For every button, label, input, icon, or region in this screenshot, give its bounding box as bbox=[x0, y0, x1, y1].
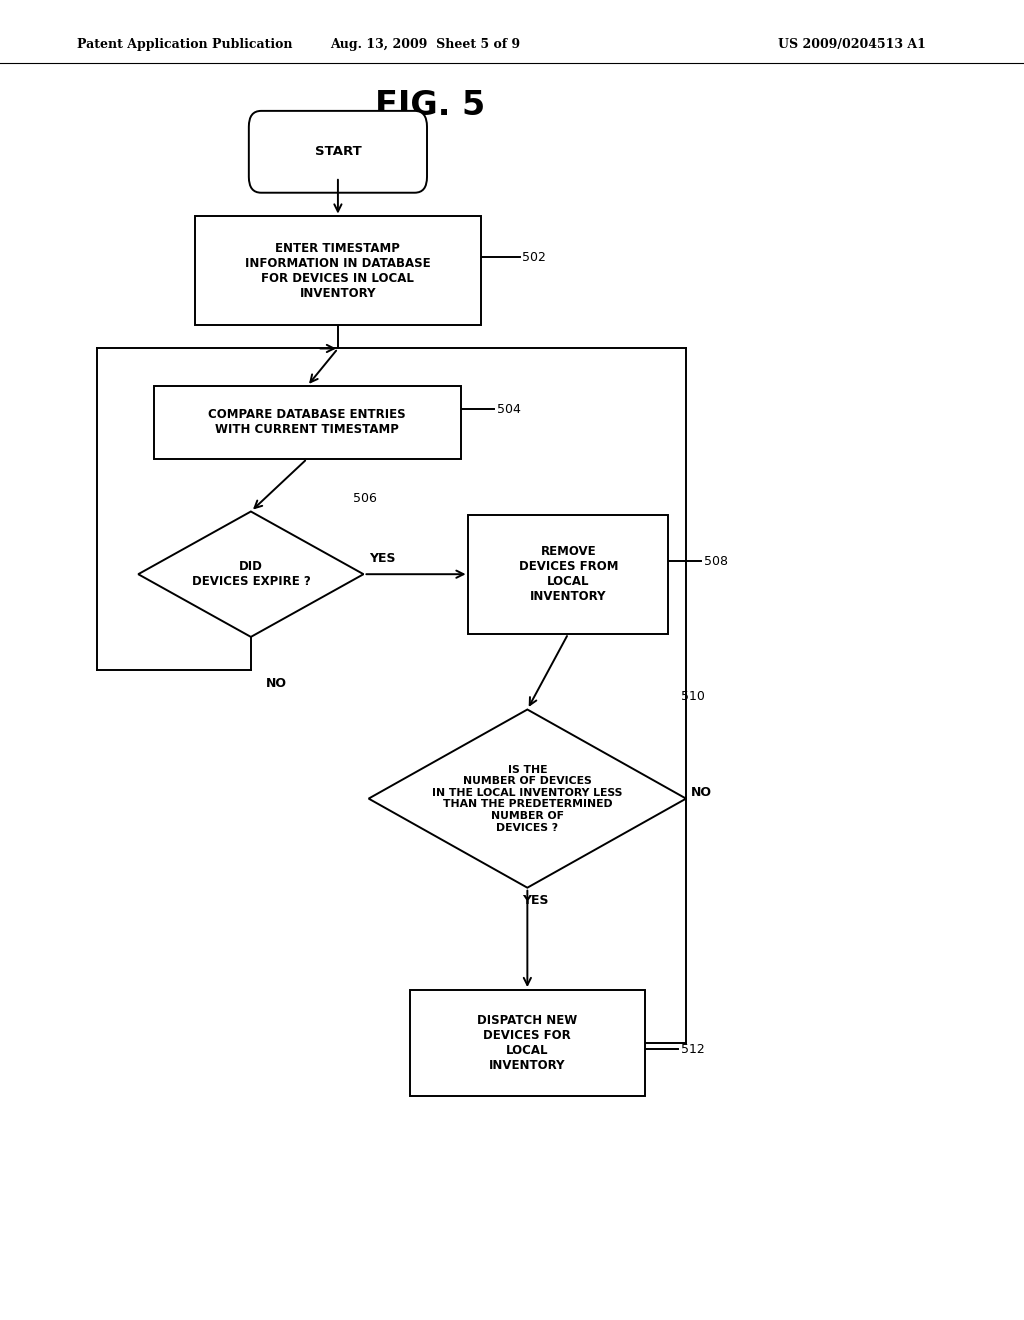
Text: 512: 512 bbox=[681, 1043, 705, 1056]
Text: YES: YES bbox=[369, 552, 395, 565]
Text: NO: NO bbox=[266, 677, 288, 689]
Text: 504: 504 bbox=[497, 403, 520, 416]
FancyBboxPatch shape bbox=[469, 515, 669, 634]
FancyBboxPatch shape bbox=[249, 111, 427, 193]
Text: 506: 506 bbox=[353, 492, 377, 506]
FancyBboxPatch shape bbox=[154, 385, 461, 458]
Polygon shape bbox=[369, 710, 686, 887]
Text: Patent Application Publication: Patent Application Publication bbox=[77, 38, 292, 51]
Text: US 2009/0204513 A1: US 2009/0204513 A1 bbox=[778, 38, 926, 51]
Text: YES: YES bbox=[522, 895, 549, 907]
Text: DID
DEVICES EXPIRE ?: DID DEVICES EXPIRE ? bbox=[191, 560, 310, 589]
Text: Aug. 13, 2009  Sheet 5 of 9: Aug. 13, 2009 Sheet 5 of 9 bbox=[330, 38, 520, 51]
FancyBboxPatch shape bbox=[410, 990, 645, 1096]
Text: FIG. 5: FIG. 5 bbox=[375, 88, 485, 121]
Text: COMPARE DATABASE ENTRIES
WITH CURRENT TIMESTAMP: COMPARE DATABASE ENTRIES WITH CURRENT TI… bbox=[209, 408, 406, 437]
FancyBboxPatch shape bbox=[195, 216, 481, 325]
Text: 508: 508 bbox=[705, 554, 728, 568]
Text: REMOVE
DEVICES FROM
LOCAL
INVENTORY: REMOVE DEVICES FROM LOCAL INVENTORY bbox=[518, 545, 618, 603]
Text: NO: NO bbox=[691, 785, 713, 799]
Text: 502: 502 bbox=[522, 251, 546, 264]
Text: ENTER TIMESTAMP
INFORMATION IN DATABASE
FOR DEVICES IN LOCAL
INVENTORY: ENTER TIMESTAMP INFORMATION IN DATABASE … bbox=[245, 242, 431, 300]
Text: DISPATCH NEW
DEVICES FOR
LOCAL
INVENTORY: DISPATCH NEW DEVICES FOR LOCAL INVENTORY bbox=[477, 1014, 578, 1072]
Text: IS THE
NUMBER OF DEVICES
IN THE LOCAL INVENTORY LESS
THAN THE PREDETERMINED
NUMB: IS THE NUMBER OF DEVICES IN THE LOCAL IN… bbox=[432, 764, 623, 833]
Text: START: START bbox=[314, 145, 361, 158]
Text: 510: 510 bbox=[681, 690, 705, 702]
Polygon shape bbox=[138, 512, 364, 638]
